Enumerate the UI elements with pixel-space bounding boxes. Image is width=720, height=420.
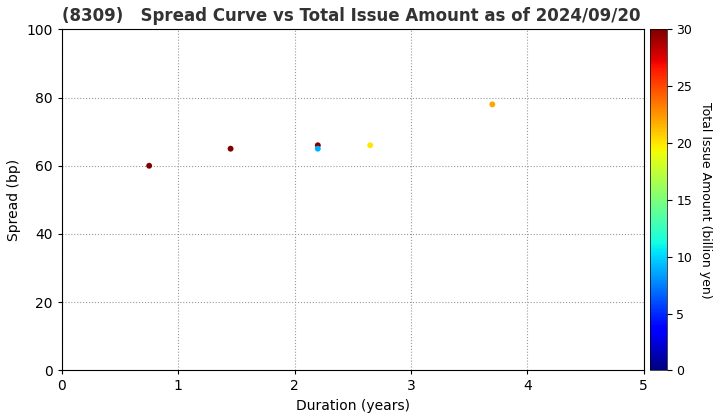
Y-axis label: Spread (bp): Spread (bp) — [7, 159, 21, 241]
Point — [364, 142, 376, 149]
X-axis label: Duration (years): Duration (years) — [296, 399, 410, 413]
Point — [143, 163, 155, 169]
Point — [487, 101, 498, 108]
Point — [312, 142, 323, 149]
Point — [312, 145, 323, 152]
Text: (8309)   Spread Curve vs Total Issue Amount as of 2024/09/20: (8309) Spread Curve vs Total Issue Amoun… — [62, 7, 640, 25]
Point — [225, 145, 236, 152]
Y-axis label: Total Issue Amount (billion yen): Total Issue Amount (billion yen) — [699, 102, 712, 298]
